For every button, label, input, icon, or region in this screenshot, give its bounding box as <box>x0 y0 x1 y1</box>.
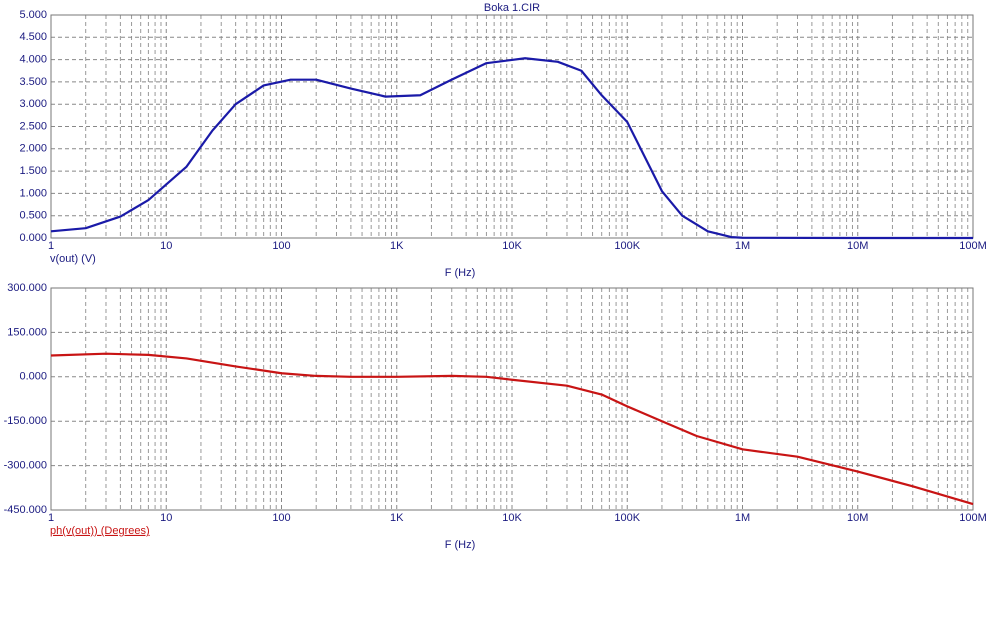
y-tick-label: 5.000 <box>19 9 47 21</box>
y-tick-label: 0.000 <box>19 371 47 383</box>
x-tick-label: 10M <box>847 240 868 252</box>
x-axis-label: F (Hz) <box>445 267 476 279</box>
x-tick-label: 1K <box>390 240 404 252</box>
y-tick-label: 300.000 <box>7 282 47 294</box>
y-tick-label: -150.000 <box>4 415 47 427</box>
y-axis-label: v(out) (V) <box>50 253 96 265</box>
y-tick-label: 3.500 <box>19 76 47 88</box>
y-tick-label: 1.500 <box>19 165 47 177</box>
x-tick-label: 100M <box>959 512 987 524</box>
x-tick-label: 100M <box>959 240 987 252</box>
plot-frame <box>50 14 974 239</box>
y-tick-label: 1.000 <box>19 187 47 199</box>
y-tick-label: 4.000 <box>19 54 47 66</box>
x-tick-label: 1 <box>48 512 54 524</box>
x-tick-label: 1K <box>390 512 404 524</box>
x-tick-label: 100 <box>272 512 290 524</box>
x-axis-label: F (Hz) <box>445 539 476 551</box>
y-tick-label: 4.500 <box>19 31 47 43</box>
x-tick-label: 1 <box>48 240 54 252</box>
x-tick-label: 10 <box>160 512 172 524</box>
data-line <box>50 57 973 240</box>
x-tick-label: 100K <box>614 512 640 524</box>
x-tick-label: 10 <box>160 240 172 252</box>
data-line <box>50 352 974 506</box>
x-tick-label: 100 <box>272 240 290 252</box>
plot-frame <box>50 287 974 511</box>
y-tick-label: -450.000 <box>4 504 47 516</box>
y-tick-label: 0.000 <box>19 232 47 244</box>
x-tick-label: 10K <box>502 240 522 252</box>
y-axis-label: ph(v(out)) (Degrees) <box>50 525 150 537</box>
y-tick-label: 0.500 <box>19 210 47 222</box>
y-tick-label: 2.500 <box>19 120 47 132</box>
x-tick-label: 100K <box>614 240 640 252</box>
x-tick-label: 10M <box>847 512 868 524</box>
y-tick-label: 3.000 <box>19 98 47 110</box>
chart-title: Boka 1.CIR <box>484 2 540 14</box>
x-tick-label: 1M <box>735 512 750 524</box>
y-tick-label: -300.000 <box>4 460 47 472</box>
y-tick-label: 2.000 <box>19 143 47 155</box>
x-tick-label: 10K <box>502 512 522 524</box>
x-tick-label: 1M <box>735 240 750 252</box>
y-tick-label: 150.000 <box>7 326 47 338</box>
